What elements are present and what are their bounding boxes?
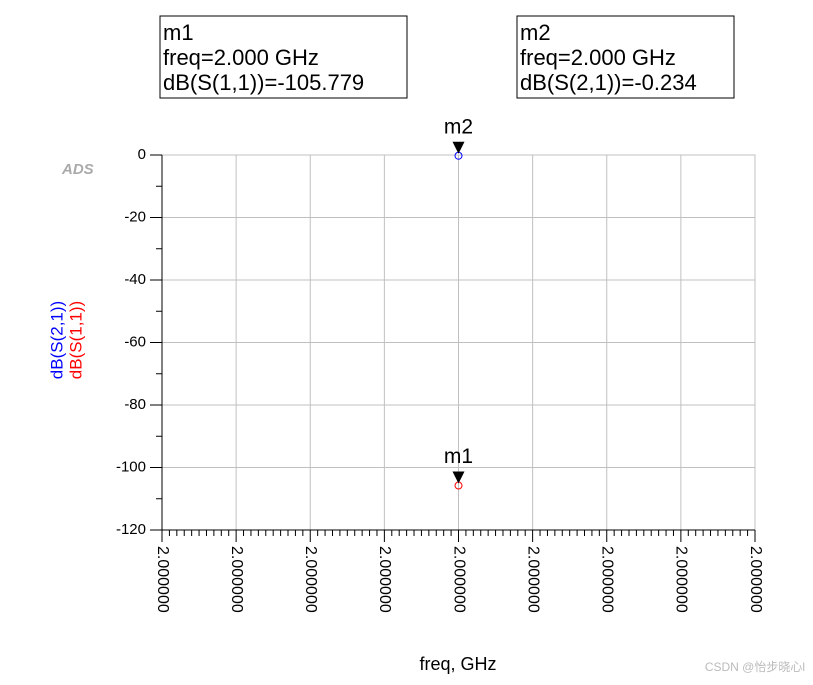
logo: ADS <box>61 161 94 178</box>
marker-arrow <box>452 471 465 484</box>
readout-box <box>159 15 408 99</box>
y-tick-label: 0 <box>138 146 146 163</box>
x-axis-label: freq, GHz <box>419 654 496 674</box>
x-tick-label: 2.000000 <box>154 546 171 613</box>
watermark: CSDN @怡步晓心l <box>705 660 805 674</box>
marker-arrow <box>452 141 465 154</box>
readout-name: m2 <box>520 20 551 45</box>
readout-name: m1 <box>163 20 194 45</box>
legend-label: dB(S(1,1)) <box>66 301 85 379</box>
y-tick-label: -20 <box>124 208 146 225</box>
readout-line: freq=2.000 GHz <box>520 45 676 70</box>
x-tick-label: 2.000000 <box>450 546 467 613</box>
y-tick-label: -120 <box>116 521 146 538</box>
readout-line: dB(S(2,1))=-0.234 <box>520 70 697 95</box>
y-tick-label: -60 <box>124 333 146 350</box>
x-tick-label: 2.000000 <box>376 546 393 613</box>
x-tick-label: 2.000000 <box>302 546 319 613</box>
x-tick-label: 2.000000 <box>673 546 690 613</box>
marker-label: m2 <box>444 115 473 138</box>
y-tick-label: -100 <box>116 458 146 475</box>
x-tick-label: 2.000000 <box>599 546 616 613</box>
readout-box <box>516 15 735 99</box>
x-tick-label: 2.000000 <box>524 546 541 613</box>
y-tick-label: -40 <box>124 271 146 288</box>
readout-line: dB(S(1,1))=-105.779 <box>163 70 364 95</box>
readout-line: freq=2.000 GHz <box>163 45 319 70</box>
y-tick-label: -80 <box>124 396 146 413</box>
x-tick-label: 2.000000 <box>228 546 245 613</box>
marker-label: m1 <box>444 445 473 468</box>
x-tick-label: 2.000000 <box>747 546 764 613</box>
legend-label: dB(S(2,1)) <box>47 301 66 379</box>
